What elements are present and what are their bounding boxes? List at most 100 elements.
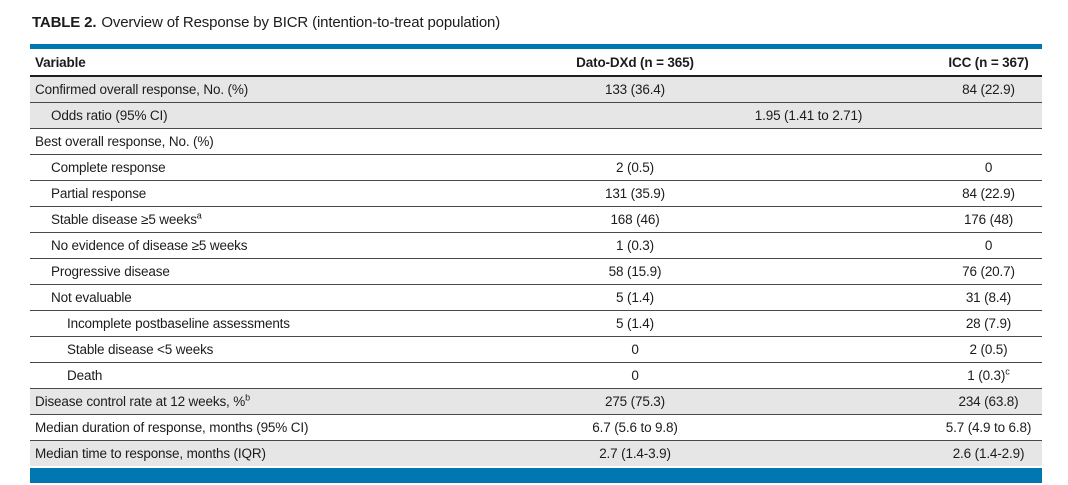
table-number: TABLE 2. [32,14,97,31]
variable-label: Disease control rate at 12 weeks, % [35,394,246,409]
response-table: Variable Dato-DXd (n = 365) ICC (n = 367… [30,49,1042,466]
variable-label: Median duration of response, months (95%… [35,420,309,435]
variable-label: Odds ratio (95% CI) [51,108,168,123]
dato-dxd-value: 131 (35.9) [604,186,666,201]
variable-label: No evidence of disease ≥5 weeks [51,238,248,253]
variable-label: Complete response [51,160,166,175]
variable-cell: Confirmed overall response, No. (%) [30,76,435,103]
dato-dxd-value: 275 (75.3) [604,394,666,409]
icc-value-cell: 28 (7.9) [835,311,1042,337]
icc-value: 2.6 (1.4-2.9) [952,446,1025,461]
variable-label: Confirmed overall response, No. (%) [35,82,249,97]
icc-value-cell: 176 (48) [835,207,1042,233]
table-row: Disease control rate at 12 weeks, %b 275 … [30,388,1042,415]
icc-value-cell: 2.6 (1.4-2.9) [835,441,1042,467]
table-title: TABLE 2. Overview of Response by BICR (in… [32,14,1042,32]
icc-value: 176 (48) [963,212,1014,227]
dato-dxd-value-cell [435,129,835,155]
variable-label: Median time to response, months (IQR) [35,446,266,461]
column-header-variable: Variable [35,54,86,70]
dato-dxd-value: 133 (36.4) [604,82,666,97]
table-row: Death 0 1 (0.3)c [30,362,1042,389]
icc-value: 84 (22.9) [962,82,1015,97]
icc-value: 84 (22.9) [962,186,1015,201]
variable-label: Stable disease <5 weeks [67,342,214,357]
dato-dxd-value-cell: 6.7 (5.6 to 9.8) [435,415,835,441]
table-row: Stable disease <5 weeks 0 2 (0.5) [30,336,1042,363]
dato-dxd-value: 1 (0.3) [616,238,654,253]
variable-label: Stable disease ≥5 weeks [51,212,197,227]
icc-value-cell: 76 (20.7) [835,259,1042,285]
column-header-icc: ICC (n = 367) [948,54,1029,70]
variable-cell: Odds ratio (95% CI) [30,103,435,129]
icc-value: 5.7 (4.9 to 6.8) [945,420,1032,435]
dato-dxd-value-cell: 168 (46) [435,207,835,233]
table-row: Best overall response, No. (%) [30,128,1042,155]
icc-value: 31 (8.4) [965,290,1012,305]
icc-value-cell: 2 (0.5) [835,337,1042,363]
variable-cell: Not evaluable [30,285,435,311]
dato-dxd-value: 5 (1.4) [616,290,654,305]
table-body: Confirmed overall response, No. (%) 133 (… [30,76,1042,466]
icc-value-cell: 1 (0.3)c [835,363,1042,389]
variable-cell: Incomplete postbaseline assessments [30,311,435,337]
table-row: Not evaluable 5 (1.4) 31 (8.4) [30,284,1042,311]
table-row: Incomplete postbaseline assessments 5 (1.… [30,310,1042,337]
variable-label: Incomplete postbaseline assessments [67,316,290,331]
icc-value: 0 [984,160,993,175]
variable-label: Best overall response, No. (%) [35,134,214,149]
icc-value-cell: 84 (22.9) [835,181,1042,207]
footnote-marker: a [196,210,202,221]
icc-value: 2 (0.5) [969,342,1008,357]
dato-dxd-value-cell: 5 (1.4) [435,285,835,311]
table-caption: Overview of Response by BICR (intention-… [101,14,501,31]
dato-dxd-value-cell: 0 [435,337,835,363]
variable-cell: Best overall response, No. (%) [30,129,435,155]
dato-dxd-value-cell: 5 (1.4) [435,311,835,337]
icc-value-cell: 84 (22.9) [835,76,1042,103]
variable-label: Death [67,368,103,383]
icc-value: 28 (7.9) [965,316,1012,331]
table-row: Complete response 2 (0.5) 0 [30,154,1042,181]
dato-dxd-value-cell: 58 (15.9) [435,259,835,285]
dato-dxd-value-cell: 1 (0.3) [435,233,835,259]
variable-cell: Disease control rate at 12 weeks, %b [30,389,435,415]
table-row: Median time to response, months (IQR) 2.7… [30,440,1042,467]
table-top-accent-bar [30,44,1042,49]
column-header-dato-dxd: Dato-DXd (n = 365) [576,54,694,70]
variable-cell: Median duration of response, months (95%… [30,415,435,441]
icc-value-cell: 31 (8.4) [835,285,1042,311]
variable-label: Partial response [51,186,147,201]
variable-label: Not evaluable [51,290,132,305]
dato-dxd-value: 5 (1.4) [616,316,654,331]
dato-dxd-value-cell: 133 (36.4) [435,76,835,103]
table-row: Partial response 131 (35.9) 84 (22.9) [30,180,1042,207]
variable-cell: Partial response [30,181,435,207]
variable-cell: Complete response [30,155,435,181]
table-row: Odds ratio (95% CI) 1.95 (1.41 to 2.71) [30,102,1042,129]
table-bottom-accent-bar [30,468,1042,483]
variable-cell: Stable disease <5 weeks [30,337,435,363]
dato-dxd-value: 58 (15.9) [608,264,662,279]
dato-dxd-value-cell: 2 (0.5) [435,155,835,181]
dato-dxd-value: 2 (0.5) [616,160,654,175]
table-row: No evidence of disease ≥5 weeks 1 (0.3) 0 [30,232,1042,259]
dato-dxd-value: 0 [631,368,639,383]
variable-cell: No evidence of disease ≥5 weeks [30,233,435,259]
icc-value-cell: 0 [835,155,1042,181]
icc-value: 234 (63.8) [958,394,1019,409]
table-header: Variable Dato-DXd (n = 365) ICC (n = 367… [30,49,1042,76]
table-row: Progressive disease 58 (15.9) 76 (20.7) [30,258,1042,285]
dato-dxd-value: 0 [631,342,639,357]
dato-dxd-value: 2.7 (1.4-3.9) [599,446,671,461]
variable-label: Progressive disease [51,264,170,279]
icc-value-cell: 5.7 (4.9 to 6.8) [835,415,1042,441]
dato-dxd-value: 168 (46) [610,212,660,227]
dato-dxd-value-cell: 2.7 (1.4-3.9) [435,441,835,467]
icc-value: 76 (20.7) [962,264,1015,279]
icc-value-cell [835,129,1042,155]
variable-cell: Stable disease ≥5 weeksa [30,207,435,233]
spanned-value: 1.95 (1.41 to 2.71) [754,108,863,123]
icc-value: 1 (0.3) [967,368,1006,383]
